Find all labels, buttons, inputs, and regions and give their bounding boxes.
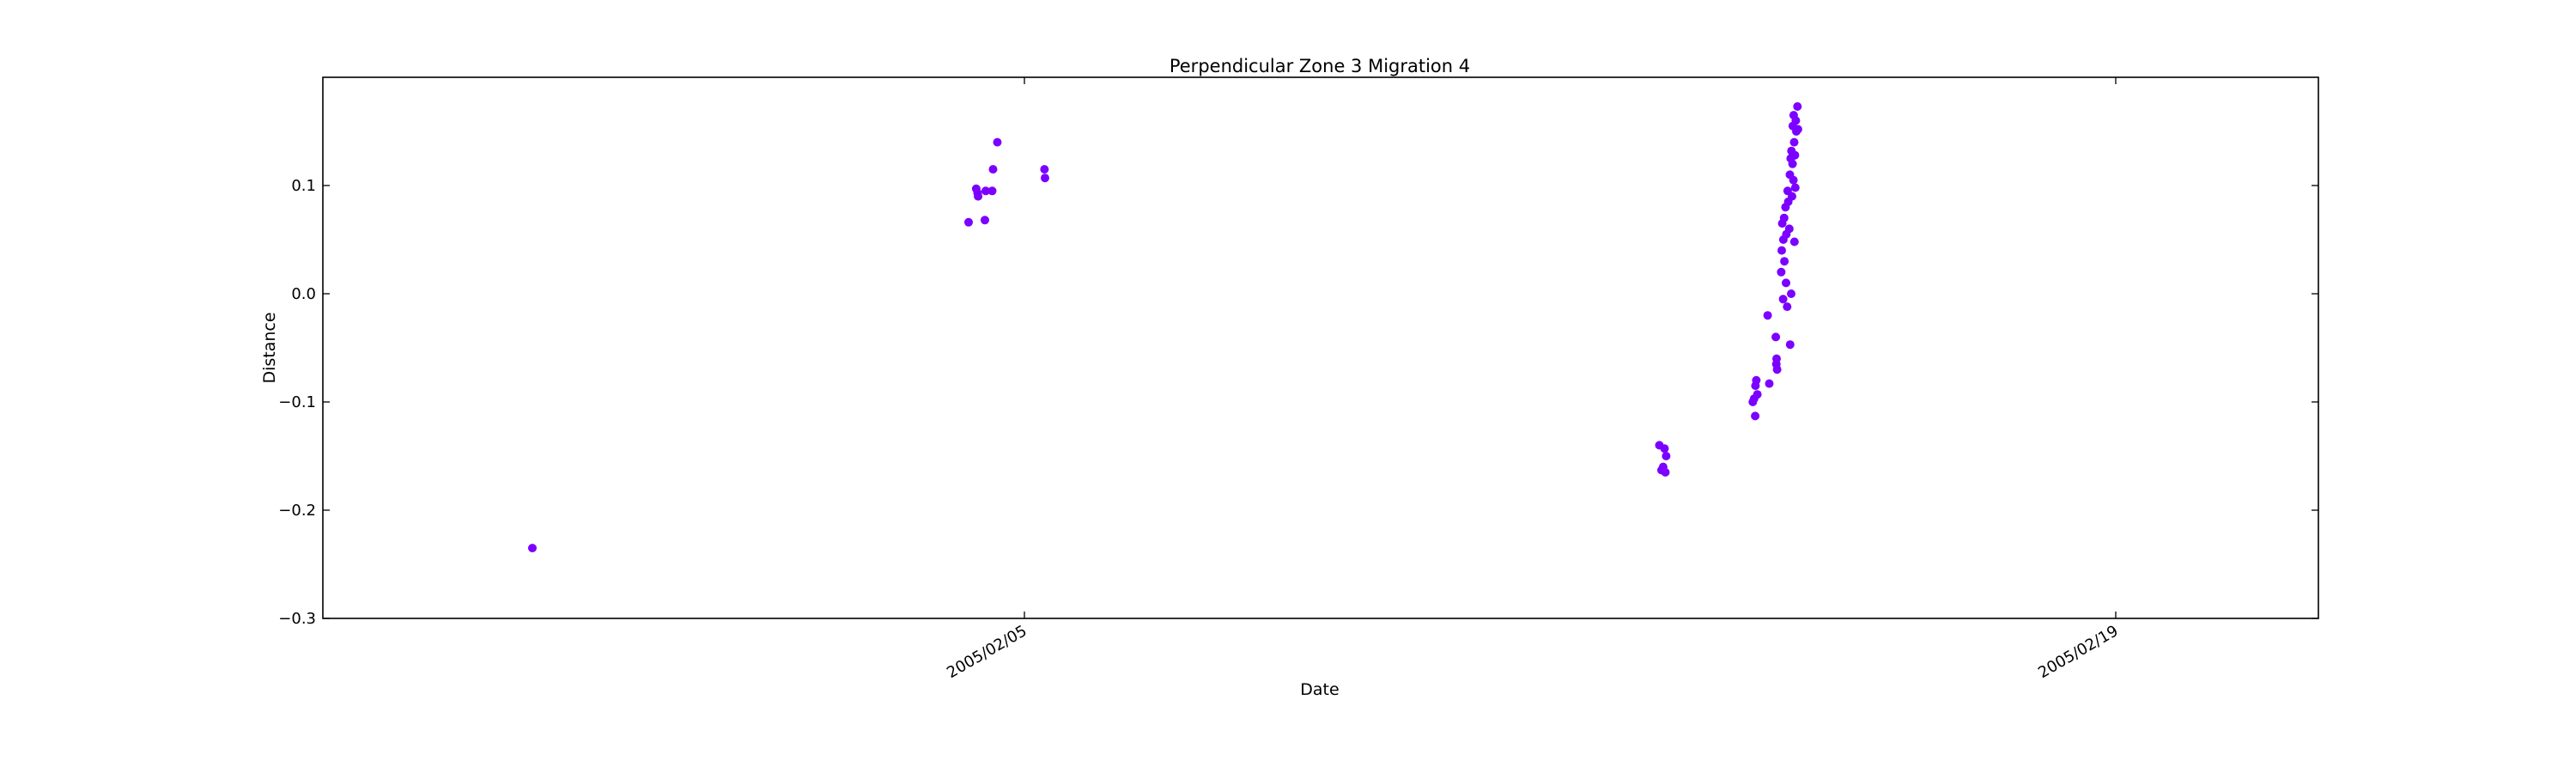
y-tick-label: −0.3 [278, 610, 316, 628]
plot-area-frame [322, 76, 2319, 619]
data-point [1751, 411, 1760, 421]
data-point [1782, 278, 1790, 288]
chart-title: Perpendicular Zone 3 Migration 4 [1170, 56, 1470, 76]
data-point [1784, 224, 1794, 234]
data-point [1662, 452, 1671, 460]
data-point [1777, 246, 1786, 255]
data-point [981, 216, 989, 225]
data-point [1771, 332, 1781, 342]
data-point [1789, 137, 1799, 147]
data-point [987, 186, 997, 196]
x-axis-ticks: 2005/02/05 2005/02/19 [944, 77, 2122, 682]
y-tick-label: 0.1 [291, 177, 316, 195]
data-point [1777, 267, 1786, 277]
data-point [1785, 340, 1795, 350]
data-point [1779, 213, 1789, 222]
data-point [1661, 467, 1670, 477]
data-point [988, 165, 998, 174]
data-point [1040, 165, 1049, 174]
data-point [1780, 257, 1789, 266]
data-point [528, 544, 537, 553]
data-point [1787, 289, 1795, 298]
data-point [1790, 150, 1800, 160]
x-tick-label: 2005/02/05 [944, 622, 1030, 682]
data-point [1772, 365, 1782, 374]
data-points [528, 102, 1802, 553]
data-point [1793, 102, 1802, 111]
data-point [981, 186, 990, 196]
data-point [1763, 311, 1772, 320]
data-point [1765, 379, 1774, 388]
data-point [1793, 125, 1802, 134]
data-point [1789, 175, 1798, 185]
data-point [1789, 237, 1799, 247]
data-point [1041, 173, 1049, 183]
y-tick-label: 0.0 [291, 285, 316, 303]
y-tick-label: −0.2 [278, 502, 316, 520]
data-point [1752, 375, 1761, 385]
y-axis-label: Distance [260, 312, 279, 383]
data-point [1772, 354, 1781, 363]
data-point [1788, 192, 1796, 201]
data-point [1778, 295, 1788, 304]
data-point [1753, 390, 1762, 399]
data-point [1790, 183, 1800, 192]
data-point [964, 217, 973, 227]
data-point [1788, 159, 1797, 168]
data-point [1791, 116, 1801, 125]
data-point [993, 137, 1002, 147]
data-point [1660, 444, 1669, 453]
y-tick-label: −0.1 [278, 393, 316, 411]
y-axis-ticks: −0.3 −0.2 −0.1 0.0 0.1 [278, 177, 2318, 628]
data-point [1783, 302, 1792, 312]
x-tick-label: 2005/02/19 [2035, 622, 2121, 682]
data-point [974, 192, 983, 201]
x-axis-label: Date [1300, 680, 1339, 699]
